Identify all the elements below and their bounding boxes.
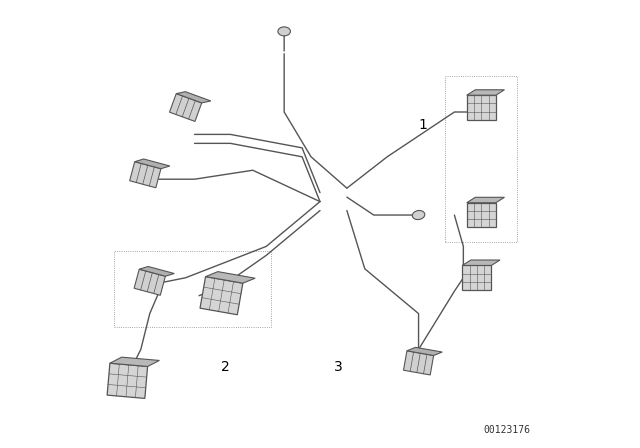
Polygon shape [205,271,255,283]
Polygon shape [467,197,504,202]
Bar [170,94,202,121]
Bar [467,95,496,120]
Text: 3: 3 [333,360,342,375]
Text: 00123176: 00123176 [484,425,531,435]
Text: 2: 2 [221,360,230,375]
Polygon shape [407,347,442,356]
Bar [467,203,496,228]
Bar [134,269,165,295]
Polygon shape [176,92,211,103]
Polygon shape [467,90,504,95]
Polygon shape [140,267,174,276]
Bar [403,351,434,375]
Text: 1: 1 [419,118,428,133]
Polygon shape [110,357,159,366]
Bar [130,162,161,188]
Bar [462,265,492,290]
Ellipse shape [412,211,425,220]
Polygon shape [462,260,500,265]
Polygon shape [135,159,170,169]
Bar [107,363,148,398]
Bar [200,276,243,315]
Ellipse shape [278,27,291,36]
